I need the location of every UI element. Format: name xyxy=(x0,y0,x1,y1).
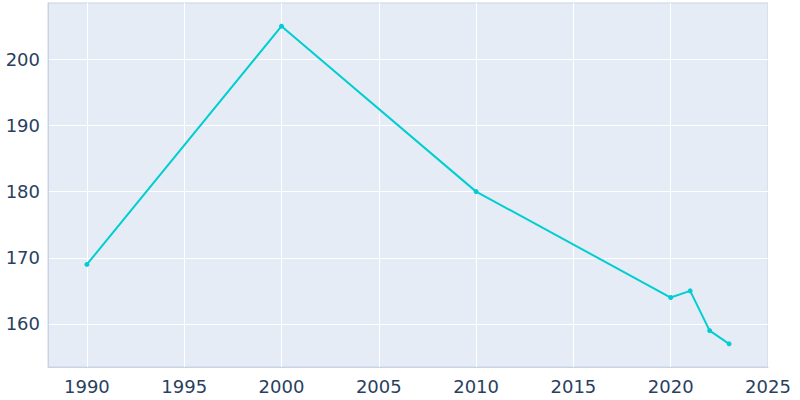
svg-text:2005: 2005 xyxy=(356,376,402,397)
svg-text:2000: 2000 xyxy=(259,376,305,397)
svg-text:2015: 2015 xyxy=(550,376,596,397)
svg-text:1995: 1995 xyxy=(161,376,207,397)
svg-text:2025: 2025 xyxy=(745,376,791,397)
svg-text:2020: 2020 xyxy=(648,376,694,397)
svg-text:1990: 1990 xyxy=(64,376,110,397)
svg-text:2010: 2010 xyxy=(453,376,499,397)
svg-text:200: 200 xyxy=(6,49,40,70)
svg-text:170: 170 xyxy=(6,247,40,268)
svg-text:160: 160 xyxy=(6,313,40,334)
svg-text:190: 190 xyxy=(6,115,40,136)
svg-text:180: 180 xyxy=(6,181,40,202)
